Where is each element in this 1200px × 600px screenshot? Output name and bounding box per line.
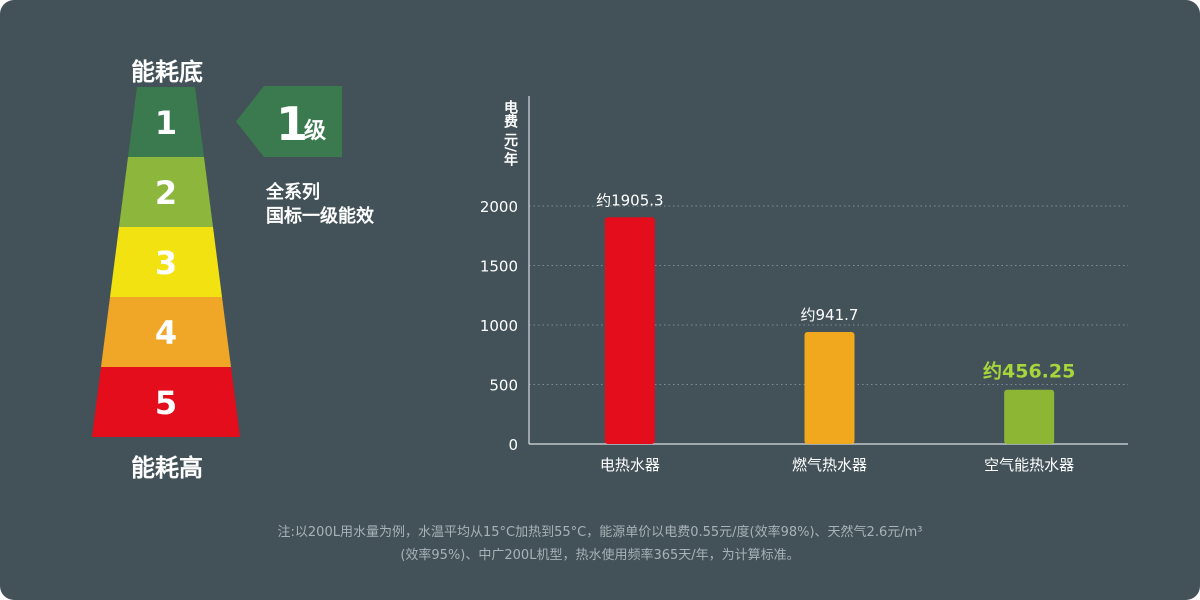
efficiency-label: 国标一级能效 [266, 206, 374, 227]
energy-level-label: 2 [155, 174, 177, 212]
low-consumption-label: 能耗底 [131, 58, 203, 86]
footnote-line-1: 注:以200L用水量为例，水温平均从15°C加热到55°C，能源单价以电费0.5… [277, 525, 923, 540]
energy-level-label: 5 [155, 384, 177, 422]
y-tick-label: 500 [489, 377, 518, 395]
y-tick-label: 2000 [480, 198, 518, 216]
x-category-label: 空气能热水器 [984, 456, 1074, 474]
data-label: 约1905.3 [596, 191, 664, 209]
energy-level-4 [101, 297, 231, 367]
x-category-label: 电热水器 [600, 456, 660, 474]
electricity-cost-chart: 0 500 1000 1500 2000 电费 元/年 约1905.3 约941.7 约456… [480, 96, 1128, 474]
footnote-line-2: (效率95%)、中广200L机型，热水使用频率365天/年，为计算标准。 [400, 548, 800, 563]
y-tick-label: 1000 [480, 317, 518, 335]
energy-level-5 [92, 367, 240, 437]
data-label: 约456.25 [983, 360, 1075, 383]
y-tick-label: 0 [508, 436, 518, 454]
energy-level-label: 1 [155, 104, 177, 142]
energy-scale-pyramid: 1 2 3 4 5 1 级 [92, 86, 342, 437]
x-category-label: 燃气热水器 [792, 456, 867, 474]
bar-1 [604, 217, 655, 444]
high-consumption-label: 能耗高 [131, 454, 203, 482]
grade-badge-unit: 级 [304, 118, 326, 144]
grade-badge-arrow [236, 86, 342, 157]
data-label: 约941.7 [801, 306, 859, 324]
energy-level-1 [128, 87, 204, 157]
energy-level-3 [110, 227, 222, 297]
energy-level-label: 3 [155, 244, 177, 282]
series-label: 全系列 [266, 182, 320, 203]
bar-3 [1004, 389, 1055, 444]
grade-badge-number: 1 [276, 97, 308, 151]
bar-2 [804, 331, 855, 444]
energy-level-label: 4 [155, 314, 177, 352]
y-axis-label: 电费 元/年 [502, 99, 518, 167]
y-tick-label: 1500 [480, 258, 518, 276]
energy-level-2 [119, 157, 213, 227]
